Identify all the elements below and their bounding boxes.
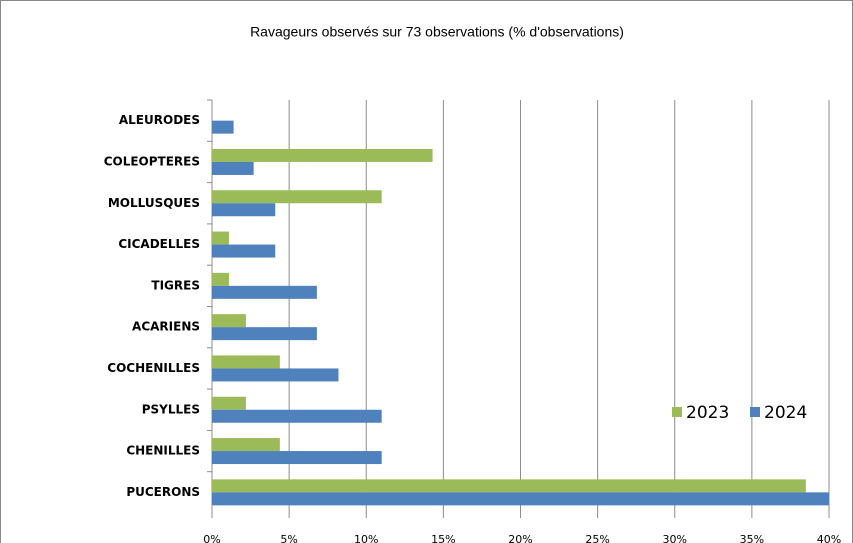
- bar: [212, 492, 829, 506]
- bar: [212, 148, 433, 162]
- bar: [212, 285, 317, 299]
- bar: [212, 314, 246, 328]
- bar: [212, 120, 234, 134]
- y-tick-label: ALEURODES: [119, 113, 200, 127]
- bar: [212, 438, 280, 452]
- bar: [212, 368, 339, 382]
- y-tick-label: MOLLUSQUES: [108, 196, 200, 210]
- y-tick-label: PUCERONS: [126, 485, 200, 499]
- x-tick-label: 35%: [740, 533, 764, 543]
- legend-label: 2024: [764, 403, 807, 423]
- y-tick-label: COLEOPTERES: [104, 154, 200, 168]
- bar: [212, 327, 317, 341]
- legend-swatch: [672, 407, 682, 417]
- legend-label: 2023: [686, 403, 729, 423]
- x-tick-label: 20%: [508, 533, 532, 543]
- x-tick-label: 5%: [280, 533, 297, 543]
- y-tick-label: ACARIENS: [132, 320, 200, 334]
- bar: [212, 203, 276, 217]
- x-tick-label: 30%: [663, 533, 687, 543]
- x-tick-label: 40%: [817, 533, 841, 543]
- bar: [212, 479, 806, 493]
- y-tick-label: COCHENILLES: [107, 361, 200, 375]
- bar: [212, 244, 276, 258]
- x-tick-label: 10%: [354, 533, 378, 543]
- bar: [212, 451, 382, 465]
- bar: [212, 396, 246, 410]
- y-tick-label: PSYLLES: [142, 402, 200, 416]
- bar: [212, 409, 382, 423]
- bar: [212, 161, 254, 175]
- chart-title: Ravageurs observés sur 73 observations (…: [250, 24, 624, 40]
- x-tick-label: 25%: [585, 533, 609, 543]
- y-tick-label: CHENILLES: [126, 444, 200, 458]
- bar: [212, 272, 229, 286]
- bar: [212, 231, 229, 245]
- x-tick-label: 0%: [203, 533, 220, 543]
- y-tick-label: TIGRES: [151, 278, 200, 292]
- bar: [212, 355, 280, 369]
- legend-swatch: [750, 407, 760, 417]
- y-tick-label: CICADELLES: [118, 237, 200, 251]
- x-tick-label: 15%: [431, 533, 455, 543]
- bar: [212, 190, 382, 204]
